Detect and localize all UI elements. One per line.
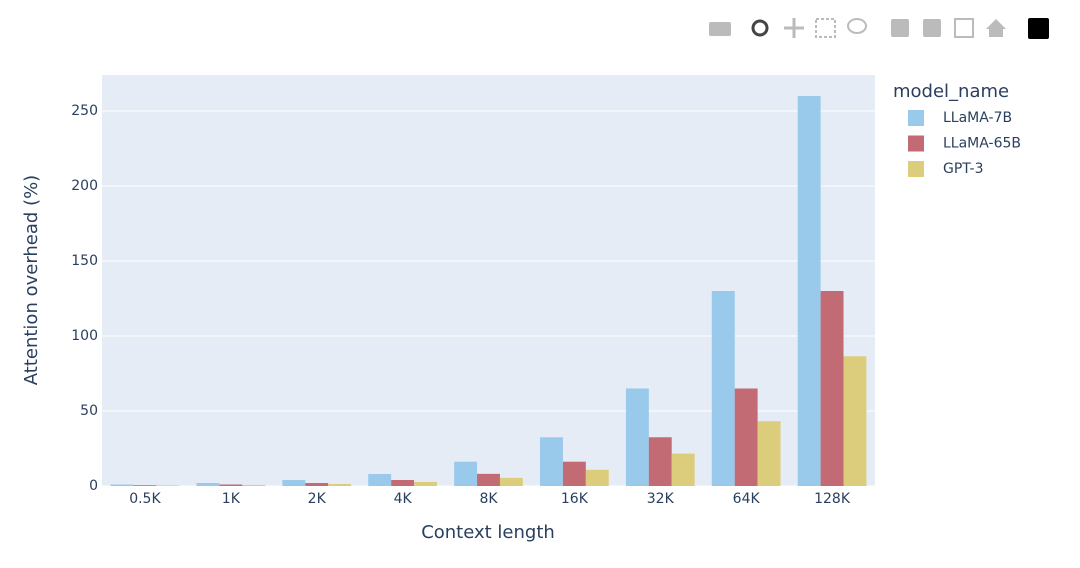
bar xyxy=(196,483,220,486)
bar xyxy=(540,437,563,486)
legend-label[interactable]: GPT-3 xyxy=(943,161,984,177)
bar xyxy=(648,437,672,486)
legend-label[interactable]: LLaMA-7B xyxy=(943,110,1012,126)
bar xyxy=(133,485,157,486)
bar xyxy=(110,484,134,486)
bar xyxy=(625,388,649,486)
bar xyxy=(797,96,821,486)
autoscale-icon[interactable] xyxy=(954,18,974,38)
bar xyxy=(282,480,306,486)
zoom-icon[interactable] xyxy=(751,19,769,37)
zoom-out-icon[interactable] xyxy=(923,19,941,37)
reset-icon[interactable] xyxy=(986,19,1006,37)
zoom-in-icon[interactable] xyxy=(891,19,909,37)
bar xyxy=(305,483,329,486)
legend-swatch[interactable] xyxy=(908,161,924,177)
y-tick-label: 0 xyxy=(89,478,98,494)
y-axis-title: Attention overhead (%) xyxy=(21,175,42,385)
bar xyxy=(477,473,500,486)
pan-icon[interactable] xyxy=(784,18,804,38)
y-tick-label: 150 xyxy=(71,253,98,269)
lasso-icon[interactable] xyxy=(847,18,867,34)
x-tick-label: 16K xyxy=(561,491,589,507)
x-tick-label: 1K xyxy=(222,491,241,507)
x-tick-label: 128K xyxy=(814,491,851,507)
toolbar xyxy=(709,18,1049,39)
box-select-icon[interactable] xyxy=(815,18,836,38)
bar xyxy=(671,453,695,486)
legend-swatch[interactable] xyxy=(908,135,924,152)
bar xyxy=(711,291,735,486)
x-tick-label: 8K xyxy=(479,491,498,507)
bar xyxy=(820,291,844,486)
bar xyxy=(391,480,415,486)
camera-icon[interactable] xyxy=(709,22,731,36)
bar xyxy=(843,356,867,486)
bar xyxy=(414,481,437,486)
bar xyxy=(499,477,523,486)
bar xyxy=(454,461,478,486)
x-tick-label: 64K xyxy=(733,491,761,507)
bar xyxy=(242,484,266,486)
x-axis-title: Context length xyxy=(421,522,555,543)
bar xyxy=(328,483,352,486)
bar xyxy=(219,484,243,486)
y-tick-label: 200 xyxy=(71,178,98,194)
x-tick-label: 2K xyxy=(308,491,327,507)
x-tick-label: 4K xyxy=(394,491,413,507)
bar xyxy=(368,474,392,486)
bar xyxy=(562,461,586,486)
x-tick-label: 32K xyxy=(647,491,675,507)
plotly-logo[interactable] xyxy=(1028,18,1049,39)
legend-title: model_name xyxy=(893,81,1009,102)
bar xyxy=(734,388,758,486)
bar xyxy=(757,421,781,486)
bar xyxy=(585,469,609,486)
legend-label[interactable]: LLaMA-65B xyxy=(943,136,1021,152)
legend-swatch[interactable] xyxy=(908,110,924,126)
x-tick-label: 0.5K xyxy=(129,491,161,507)
bar xyxy=(156,485,180,486)
y-tick-label: 250 xyxy=(71,103,98,119)
y-tick-label: 100 xyxy=(71,328,98,344)
y-tick-label: 50 xyxy=(80,403,98,419)
